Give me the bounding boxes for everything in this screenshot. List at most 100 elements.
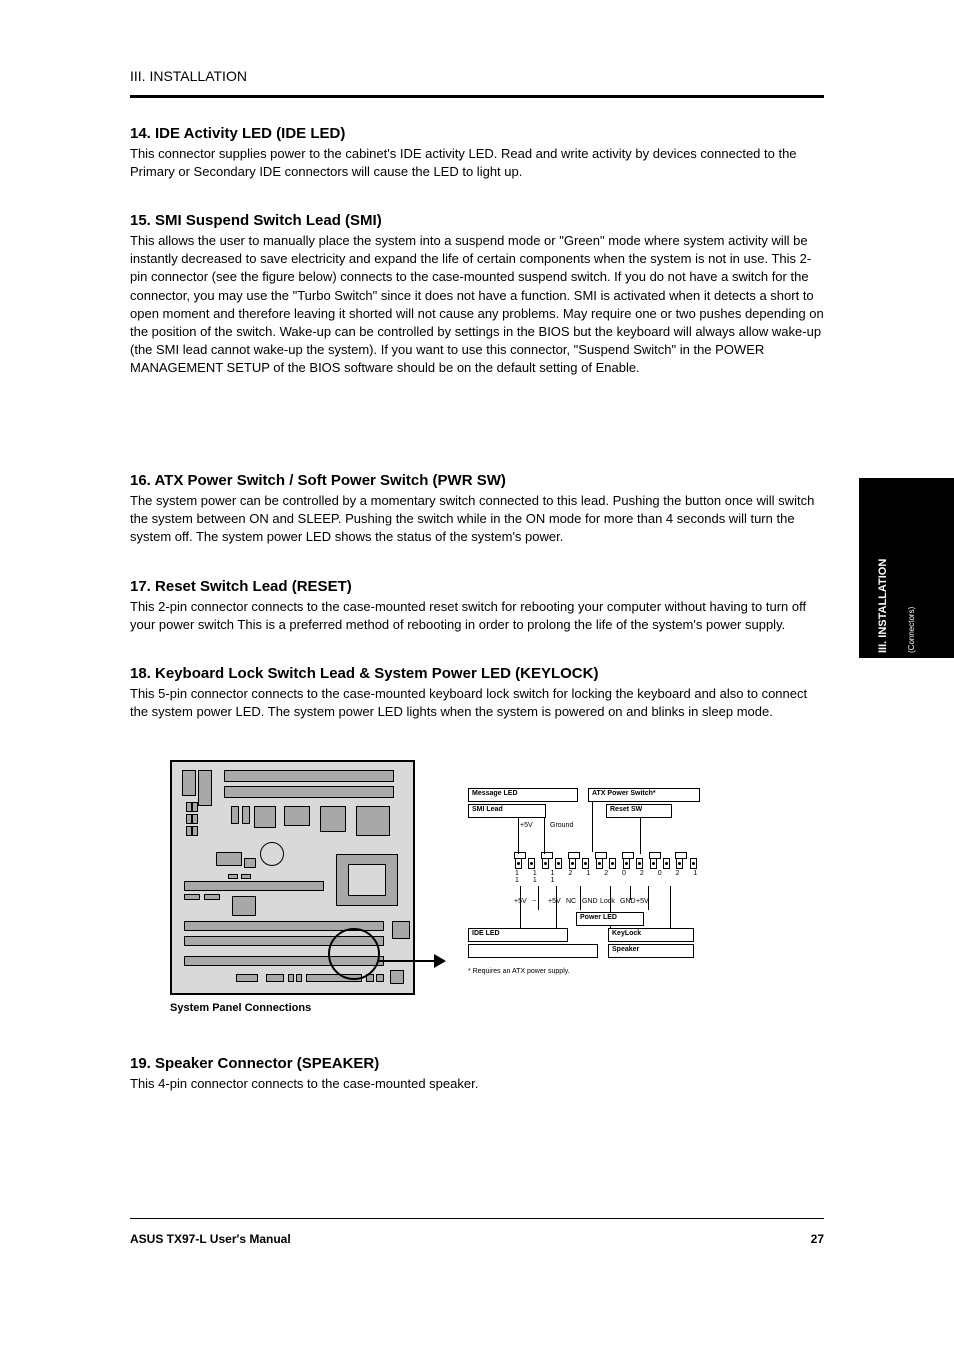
lbl-5v: +5V — [520, 822, 533, 829]
pin — [582, 858, 589, 869]
pin — [690, 858, 697, 869]
board-inner — [176, 766, 409, 989]
pin — [596, 858, 603, 869]
thumb-big-label: III. INSTALLATION — [877, 559, 889, 653]
callout-arrowhead — [434, 954, 446, 968]
pin — [676, 858, 683, 869]
small — [192, 826, 198, 836]
small — [266, 974, 284, 982]
lbl-message-led: Message LED — [472, 790, 518, 797]
battery-icon — [260, 842, 284, 866]
sub: +5V — [636, 898, 649, 905]
thumb-small-label: (Connectors) — [907, 607, 916, 653]
sub: +5V — [514, 898, 527, 905]
small — [376, 974, 384, 982]
small — [204, 894, 220, 900]
slot — [224, 786, 394, 798]
lead — [580, 886, 581, 910]
slot — [184, 881, 324, 891]
para-14: This connector supplies power to the cab… — [130, 145, 824, 181]
pin — [650, 858, 657, 869]
sub: Lock — [600, 898, 615, 905]
small — [192, 802, 198, 812]
chip — [198, 770, 212, 806]
pin-numbers: 1 1 1 2 1 2 0 2 0 2 1 1 1 1 — [515, 870, 720, 884]
sub: − — [532, 898, 536, 905]
lbl-keylock: KeyLock — [612, 930, 641, 937]
chip — [254, 806, 276, 828]
jumper-detail: Message LED SMI Lead ATX Power Switch* R… — [460, 760, 720, 995]
small — [236, 974, 258, 982]
slot — [306, 974, 362, 982]
pin — [609, 858, 616, 869]
lbl-atx: ATX Power Switch* — [592, 790, 656, 797]
chip — [182, 770, 196, 796]
lead — [518, 818, 519, 854]
para-18: This 5-pin connector connects to the cas… — [130, 685, 824, 721]
sub: GND — [620, 898, 636, 905]
slot — [184, 936, 384, 946]
lbl-smi: SMI Lead — [472, 806, 503, 813]
lead — [538, 886, 539, 910]
lead — [670, 886, 671, 928]
chip — [242, 806, 250, 824]
pin — [528, 858, 535, 869]
heading-16: 16. ATX Power Switch / Soft Power Switch… — [130, 472, 506, 489]
footer-page-number: 27 — [811, 1232, 824, 1246]
top-divider — [130, 95, 824, 98]
slot — [184, 956, 384, 966]
chip — [320, 806, 346, 832]
lbl-pwrled: Power LED — [580, 914, 617, 921]
lead — [520, 886, 521, 928]
lead — [544, 818, 545, 854]
lead — [640, 818, 641, 854]
footer-manual-title: ASUS TX97-L User's Manual — [130, 1232, 291, 1246]
small — [184, 894, 200, 900]
chip — [244, 858, 256, 868]
small — [296, 974, 302, 982]
pin — [515, 858, 522, 869]
cpu-inner — [348, 864, 386, 896]
label-block — [468, 944, 598, 958]
sub: NC — [566, 898, 576, 905]
heading-18: 18. Keyboard Lock Switch Lead & System P… — [130, 665, 598, 682]
pin — [542, 858, 549, 869]
para-17: This 2-pin connector connects to the cas… — [130, 598, 824, 634]
small — [241, 874, 251, 879]
pin — [623, 858, 630, 869]
side-thumb-tab: III. INSTALLATION (Connectors) — [859, 478, 954, 658]
note-atx: * Requires an ATX power supply. — [468, 968, 570, 975]
lead — [556, 886, 557, 928]
sub: +5V — [548, 898, 561, 905]
pin — [569, 858, 576, 869]
chip — [356, 806, 390, 836]
lbl-gnd: Ground — [550, 822, 573, 829]
sub: GND — [582, 898, 598, 905]
chip — [216, 852, 242, 866]
callout-arrow — [378, 960, 438, 962]
chip — [392, 921, 410, 939]
diagram-caption: System Panel Connections — [170, 1002, 311, 1014]
pin — [555, 858, 562, 869]
page: III. INSTALLATION 14. IDE Activity LED (… — [0, 0, 954, 1351]
pin — [663, 858, 670, 869]
small — [192, 814, 198, 824]
heading-15: 15. SMI Suspend Switch Lead (SMI) — [130, 212, 382, 229]
small — [228, 874, 238, 879]
lbl-reset: Reset SW — [610, 806, 642, 813]
header-section-title: III. INSTALLATION — [130, 68, 247, 84]
chip — [232, 896, 256, 916]
lbl-ideled: IDE LED — [472, 930, 500, 937]
small — [366, 974, 374, 982]
slot — [184, 921, 384, 931]
heading-14: 14. IDE Activity LED (IDE LED) — [130, 125, 345, 142]
lead — [592, 802, 593, 852]
heading-19: 19. Speaker Connector (SPEAKER) — [130, 1055, 379, 1072]
pin — [636, 858, 643, 869]
chip — [284, 806, 310, 826]
slot — [224, 770, 394, 782]
bottom-divider — [130, 1218, 824, 1219]
small — [288, 974, 294, 982]
heading-17: 17. Reset Switch Lead (RESET) — [130, 578, 352, 595]
para-15: This allows the user to manually place t… — [130, 232, 824, 378]
